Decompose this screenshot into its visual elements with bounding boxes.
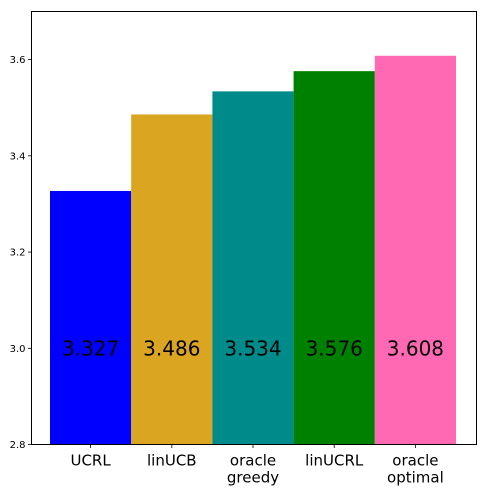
bar-0 (50, 190, 132, 445)
x-tick-label-0: UCRL (70, 452, 111, 470)
value-labels-group: 3.327 3.486 3.534 3.576 3.608 (62, 336, 444, 360)
y-tick-label-3: 3.4 (10, 151, 26, 162)
x-tick-label-1-line-0: linUCB (147, 452, 197, 470)
x-tick-label-4: oracle optimal (387, 452, 444, 487)
y-axis: 2.8 3.0 3.2 3.4 3.6 (10, 55, 32, 451)
x-tick-label-4-line-0: oracle (392, 452, 438, 470)
plot-frame (31, 11, 477, 445)
x-tick-label-2: oracle greedy (227, 452, 279, 487)
value-label-0: 3.327 (62, 336, 119, 360)
x-tick-label-2-line-0: oracle (230, 452, 276, 470)
y-tick-label-0: 2.8 (10, 440, 26, 451)
x-tick-label-3-line-0: linUCRL (305, 452, 364, 470)
value-label-3: 3.576 (306, 336, 363, 360)
y-tick-label-4: 3.6 (10, 55, 26, 66)
bar-2 (212, 91, 294, 445)
bar-1 (131, 114, 213, 445)
x-tick-label-2-line-1: greedy (227, 469, 279, 487)
x-tick-label-0-line-0: UCRL (70, 452, 111, 470)
value-label-4: 3.608 (387, 336, 444, 360)
bar-4 (374, 55, 456, 445)
x-tick-label-3: linUCRL (305, 452, 364, 470)
value-label-2: 3.534 (224, 336, 281, 360)
bars-group (50, 55, 456, 445)
value-label-1: 3.486 (143, 336, 200, 360)
bar-3 (293, 71, 375, 445)
y-tick-label-1: 3.0 (10, 344, 26, 355)
x-tick-label-4-line-1: optimal (387, 469, 444, 487)
y-tick-label-2: 3.2 (10, 248, 26, 259)
x-tick-label-1: linUCB (147, 452, 197, 470)
